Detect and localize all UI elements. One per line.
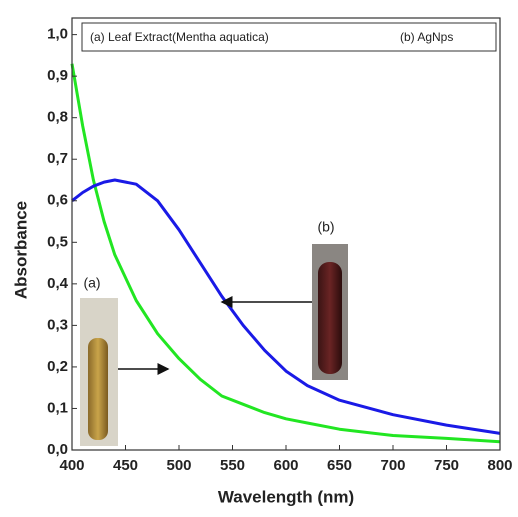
y-tick-label: 0,0: [47, 441, 68, 458]
tube-a: [88, 338, 108, 440]
x-tick-label: 450: [113, 457, 138, 474]
y-tick-label: 0,8: [47, 109, 68, 126]
y-tick-label: 0,5: [47, 233, 68, 250]
y-tick-label: 0,3: [47, 316, 68, 333]
x-tick-label: 800: [487, 457, 512, 474]
x-tick-label: 750: [434, 457, 459, 474]
annotation: (b): [317, 219, 334, 235]
y-tick-label: 0,4: [47, 275, 69, 292]
legend-entry: (a) Leaf Extract(Mentha aquatica): [90, 30, 269, 44]
line-series: [70, 63, 501, 444]
y-tick-label: 0,1: [47, 399, 68, 416]
legend-entry: (b) AgNps: [400, 30, 453, 44]
legend-box: [81, 22, 497, 52]
x-tick-label: 400: [59, 457, 84, 474]
plot-frame: [71, 17, 501, 451]
y-tick-label: 0,9: [47, 67, 68, 84]
line-series: [71, 178, 501, 435]
x-tick-label: 550: [220, 457, 245, 474]
x-tick-label: 700: [380, 457, 405, 474]
y-tick-label: 1,0: [47, 26, 68, 43]
x-tick-label: 650: [327, 457, 352, 474]
y-axis-title: Absorbance: [11, 201, 30, 299]
y-tick-label: 0,7: [47, 150, 68, 167]
y-tick-label: 0,2: [47, 358, 68, 375]
annotation: (a): [83, 275, 100, 291]
x-axis-title: Wavelength (nm): [218, 487, 354, 506]
y-tick-label: 0,6: [47, 192, 68, 209]
tube-b: [318, 262, 342, 374]
x-tick-label: 500: [166, 457, 191, 474]
x-tick-label: 600: [273, 457, 298, 474]
